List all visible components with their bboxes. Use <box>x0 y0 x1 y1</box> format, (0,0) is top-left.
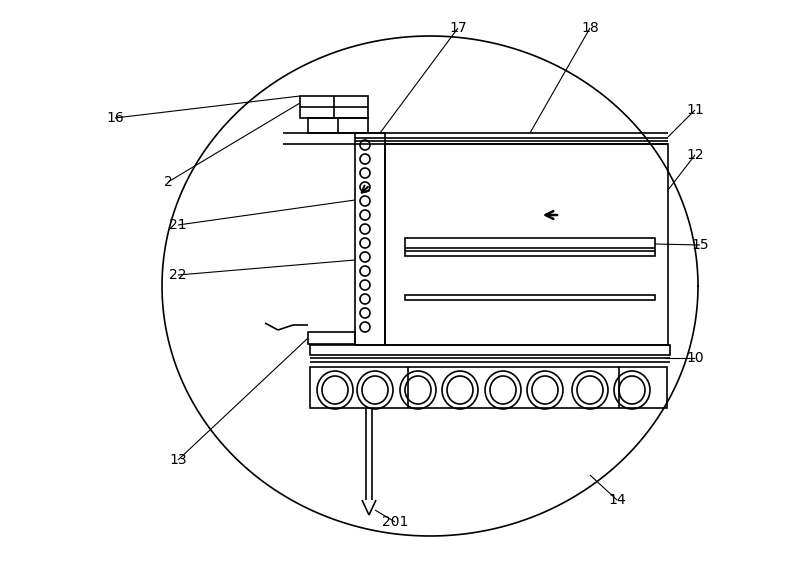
Bar <box>300 96 368 118</box>
Text: 14: 14 <box>608 493 626 507</box>
Text: 18: 18 <box>581 21 599 35</box>
Text: 13: 13 <box>169 453 187 467</box>
Text: 2: 2 <box>164 175 172 189</box>
Text: 17: 17 <box>449 21 467 35</box>
Text: 22: 22 <box>170 268 186 282</box>
Bar <box>405 238 655 256</box>
Bar <box>310 367 667 408</box>
Text: 10: 10 <box>686 351 704 365</box>
Bar <box>310 345 670 355</box>
Bar <box>355 133 385 345</box>
Bar <box>385 144 668 345</box>
Bar <box>405 295 655 300</box>
Text: 21: 21 <box>169 218 187 232</box>
Bar <box>308 332 355 344</box>
Text: 16: 16 <box>106 111 124 125</box>
Text: 15: 15 <box>691 238 709 252</box>
Text: 201: 201 <box>382 515 408 529</box>
Bar <box>308 118 368 133</box>
Text: 12: 12 <box>686 148 704 162</box>
Text: 11: 11 <box>686 103 704 117</box>
